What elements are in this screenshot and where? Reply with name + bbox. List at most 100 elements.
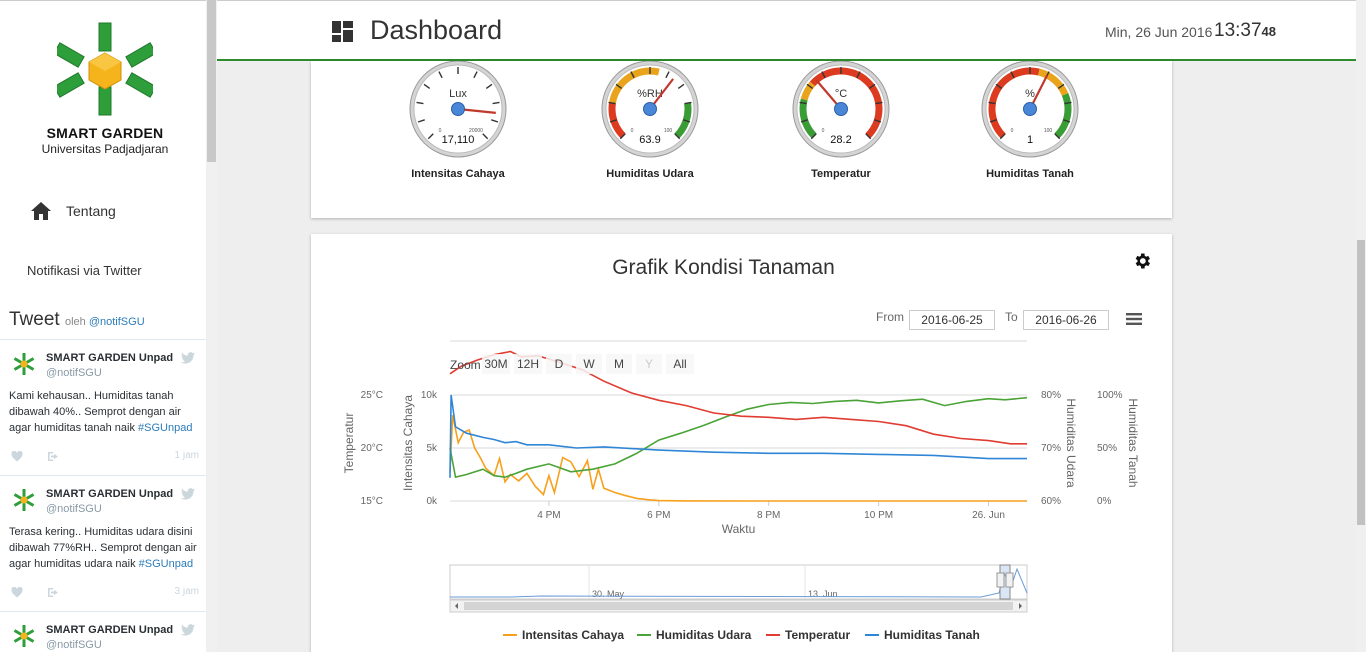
gauge-max-label: 100 [1044, 128, 1053, 134]
arrow-left-icon[interactable] [455, 603, 458, 609]
zoom-button-m[interactable]: M [606, 354, 632, 374]
twitter-bird-icon[interactable] [181, 352, 195, 364]
gauge-value: 1 [1027, 134, 1033, 146]
page-scrollbar[interactable] [1356, 0, 1366, 652]
zoom-button-label[interactable]: 30M [484, 357, 507, 371]
gauge-hub [643, 102, 657, 116]
gauge-label: Humiditas Tanah [986, 168, 1074, 180]
tweet-item[interactable]: SMART GARDEN Unpad @notifSGU [9, 622, 199, 652]
zoom-button-30m[interactable]: 30M [482, 354, 510, 374]
gauge-unit: %RH [637, 88, 663, 100]
tweet-timestamp[interactable]: 1 jam [174, 450, 199, 461]
arrow-right-icon[interactable] [1019, 603, 1022, 609]
tweet-actions: 3 jam [11, 586, 199, 600]
gauge-hub [834, 102, 848, 116]
legend-item-humiditas-tanah[interactable]: Humiditas Tanah [865, 627, 980, 643]
zoom-button-bg[interactable] [546, 354, 572, 374]
zoom-button-y[interactable]: Y [636, 354, 662, 374]
gauge-tick [427, 133, 434, 140]
sidebar-scrollbar[interactable] [206, 0, 217, 652]
zoom-button-all[interactable]: All [666, 354, 694, 374]
smart-garden-logo[interactable]: SMART GARDEN Universitas Padjadjaran [40, 21, 170, 161]
gauge-max-label: 100 [664, 128, 673, 134]
zoom-button-label[interactable]: 12H [517, 357, 539, 371]
legend-item-intensitas-cahaya[interactable]: Intensitas Cahaya [503, 627, 624, 643]
zoom-button-bg[interactable] [482, 354, 510, 374]
tweet-item[interactable]: SMART GARDEN Unpad @notifSGU Kami kehaus… [9, 350, 199, 470]
tweet-author-handle[interactable]: @notifSGU [46, 503, 102, 515]
tweet-author-name[interactable]: SMART GARDEN Unpad [46, 624, 174, 636]
gauge-tick [684, 101, 692, 105]
series-line-humiditas-udara[interactable] [449, 396, 1028, 479]
y-axis-title-humiditas-udara: Humiditas Udara [1064, 398, 1078, 488]
gauge-tick [665, 71, 670, 79]
zoom-button-bg[interactable] [514, 354, 542, 374]
tweet-author-name[interactable]: SMART GARDEN Unpad [46, 488, 174, 500]
navigator-scrollbar-thumb[interactable] [464, 602, 1013, 610]
range-to-input[interactable] [1023, 310, 1109, 330]
top-header: Dashboard Min, 26 Jun 2016 13:3748 [217, 0, 1356, 61]
gauge-tick [1057, 83, 1065, 89]
share-icon[interactable] [47, 587, 60, 598]
clock-seconds: 48 [1261, 24, 1277, 39]
tweet-author-handle[interactable]: @notifSGU [46, 639, 102, 651]
tweet-hashtag-link[interactable]: #SGUnpad [138, 422, 193, 434]
chart-title: Grafik Kondisi Tanaman [612, 256, 835, 279]
tweet-hashtag-link[interactable]: #SGUnpad [138, 558, 194, 570]
gauge-value: 17,110 [442, 134, 475, 146]
zoom-button-label[interactable]: W [583, 357, 595, 371]
navigator[interactable] [449, 564, 1028, 600]
nav-item-tentang[interactable]: Tentang [30, 201, 116, 221]
header-date: Min, 26 Jun 2016 [1105, 24, 1213, 40]
gauge-min-label: 0 [822, 128, 825, 134]
y-axis-title-temperatur: Temperatur [342, 413, 356, 474]
zoom-button-bg[interactable] [606, 354, 632, 374]
heart-icon[interactable] [11, 587, 23, 598]
zoom-button-d[interactable]: D [546, 354, 572, 374]
zoom-button-label[interactable]: D [555, 357, 564, 371]
twitter-bird-icon[interactable] [181, 624, 195, 636]
gear-icon[interactable] [1132, 251, 1152, 271]
series-line-intensitas-cahaya[interactable] [449, 414, 1027, 502]
navigator-handle-right[interactable] [1005, 572, 1014, 588]
y-tick-label-humiditas-tanah: 50% [1097, 443, 1117, 454]
navigator-label: 30. May [592, 589, 625, 599]
zoom-button-bg[interactable] [576, 354, 602, 374]
tweet-text-line: dibawah 40%.. Semprot dengan air [9, 406, 181, 418]
zoom-button-w[interactable]: W [576, 354, 602, 374]
zoom-button-bg[interactable] [636, 354, 662, 374]
plant-condition-chart[interactable]: 15°C 20°C 25°C 0k 5k 10k 60% 70% 80% 0% 50% 100% Tem… [311, 234, 1172, 652]
gauge-tick [609, 119, 617, 123]
navigator-handle-left[interactable] [996, 572, 1005, 588]
share-icon[interactable] [47, 451, 60, 462]
sidebar-scrollbar-thumb[interactable] [207, 0, 216, 162]
gauge-label: Temperatur [811, 168, 871, 180]
gauge-band [809, 67, 883, 139]
legend-item-humiditas-udara[interactable]: Humiditas Udara [637, 627, 751, 643]
legend-item-temperatur[interactable]: Temperatur [766, 627, 850, 643]
logo-title: SMART GARDEN [46, 125, 164, 141]
gauge-tick [988, 101, 996, 105]
zoom-button-12h[interactable]: 12H [514, 354, 542, 374]
zoom-button-label[interactable]: All [673, 357, 686, 371]
gauge-unit: Lux [449, 88, 467, 100]
tweet-author-handle[interactable]: @notifSGU [46, 367, 102, 379]
twitter-bird-icon[interactable] [181, 488, 195, 500]
page-scrollbar-thumb[interactable] [1357, 240, 1365, 525]
range-from-input[interactable] [909, 310, 995, 330]
tweet-item[interactable]: SMART GARDEN Unpad @notifSGU Terasa keri… [9, 486, 199, 606]
chart-menu-icon[interactable] [1125, 312, 1143, 326]
nav-item-notifikasi-twitter[interactable]: Notifikasi via Twitter [27, 263, 142, 278]
tweet-timestamp[interactable]: 3 jam [174, 586, 199, 597]
tweet-author-name[interactable]: SMART GARDEN Unpad [46, 352, 174, 364]
zoom-button-label[interactable]: Y [645, 357, 653, 371]
heart-icon[interactable] [11, 451, 23, 462]
series-line-humiditas-tanah[interactable] [449, 394, 1027, 478]
zoom-button-bg[interactable] [666, 354, 694, 374]
divider [0, 339, 206, 340]
series-line-temperatur[interactable] [449, 350, 1027, 445]
tweet-handle-link[interactable]: @notifSGU [88, 316, 145, 328]
zoom-button-label[interactable]: M [614, 357, 624, 371]
legend-label: Temperatur [785, 628, 851, 642]
tweet-text: Kami kehausan.. Humiditas tanah dibawah … [9, 388, 201, 436]
